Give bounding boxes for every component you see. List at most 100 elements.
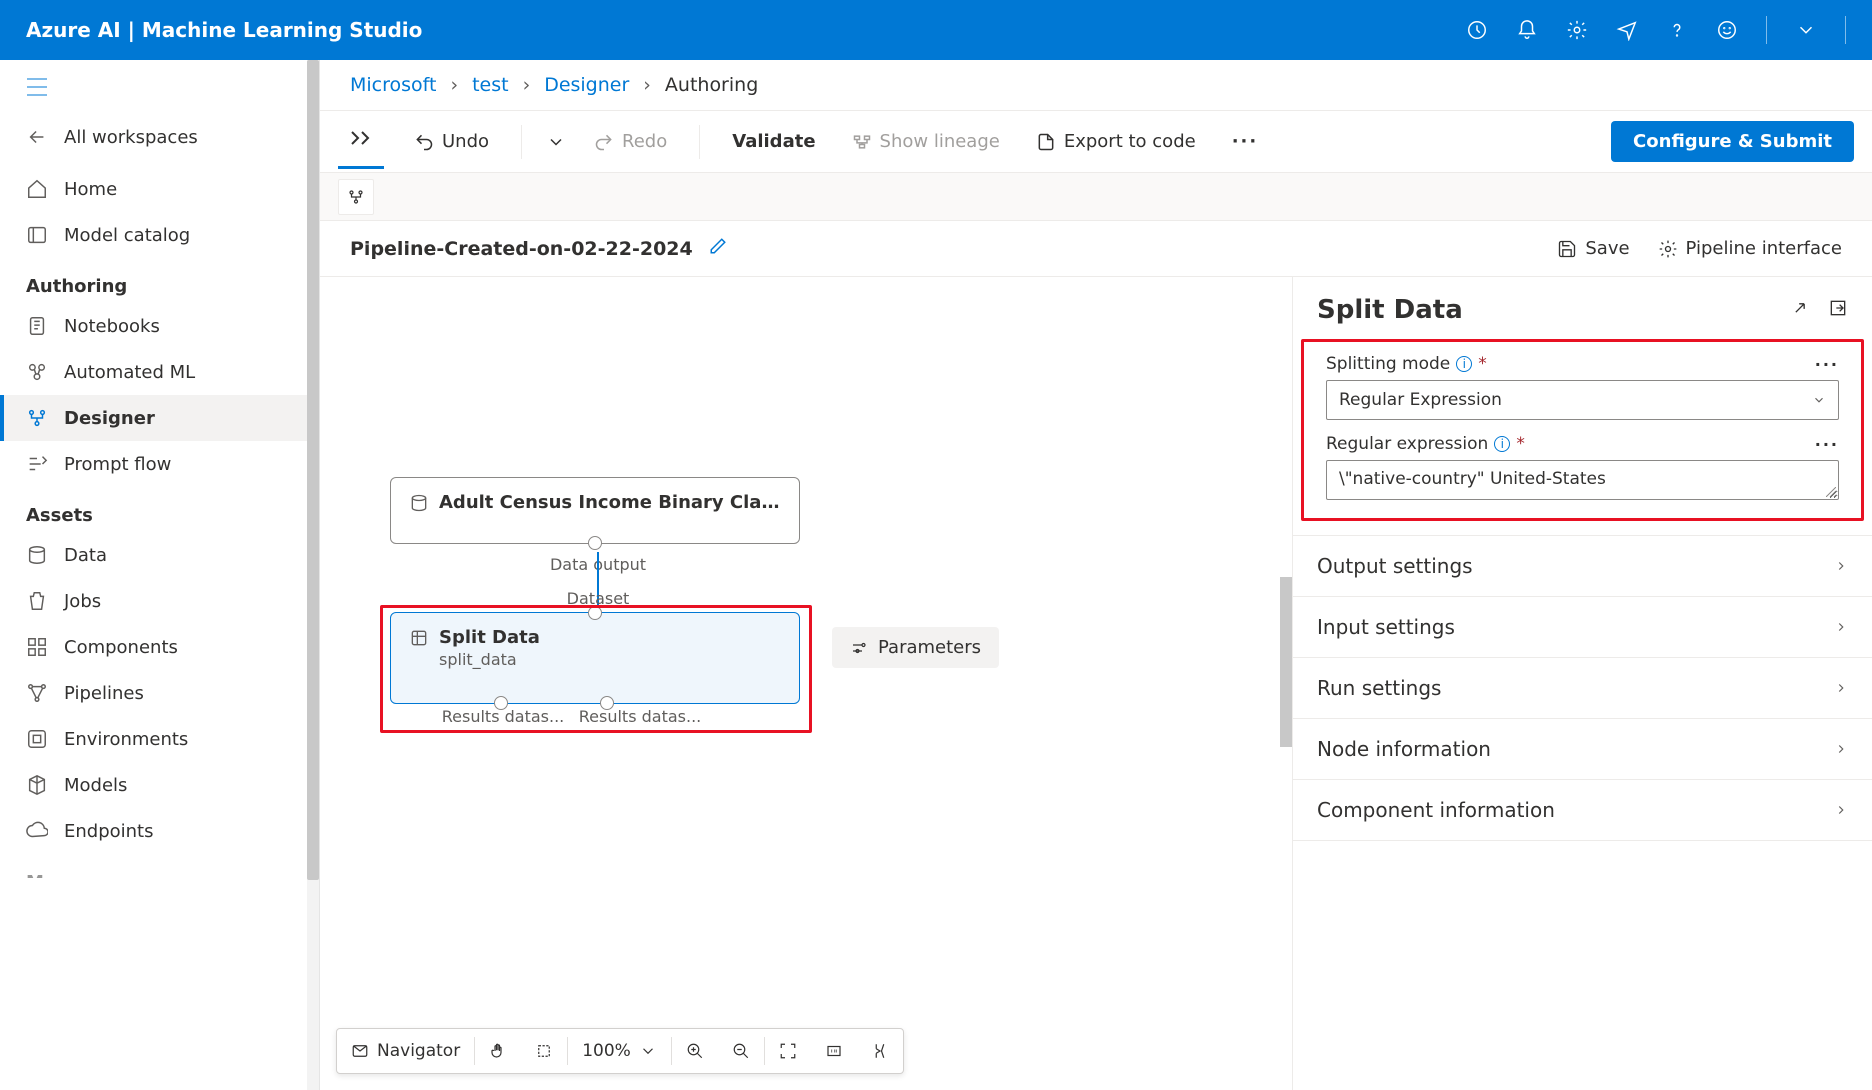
nav-designer[interactable]: Designer [0,395,319,441]
nav-environments[interactable]: Environments [0,716,319,762]
zoom-out-button[interactable] [718,1029,764,1073]
splitting-mode-select[interactable]: Regular Expression [1326,380,1839,420]
environments-icon [26,728,48,750]
fit-screen-button[interactable] [765,1029,811,1073]
show-lineage-button[interactable]: Show lineage [838,123,1014,160]
popout-panel-icon[interactable] [1828,298,1848,322]
undo-label: Undo [442,131,489,152]
save-button[interactable]: Save [1557,238,1629,259]
regex-input[interactable]: \"native-country" United-States [1326,460,1839,500]
pipeline-titlebar: Pipeline-Created-on-02-22-2024 Save Pipe… [320,221,1872,277]
graph-node-split-data[interactable]: Split Data split_data [390,612,800,704]
breadcrumb-link[interactable]: Microsoft [350,74,436,96]
export-label: Export to code [1064,131,1196,152]
toolbar: Undo Redo Validate Show lineage [320,111,1872,173]
info-icon[interactable]: i [1494,436,1510,452]
account-chevron-icon[interactable] [1795,19,1817,41]
app-title: Azure AI | Machine Learning Studio [26,18,422,42]
output-port[interactable] [588,536,602,550]
parameters-button[interactable]: Parameters [832,627,999,668]
nav-section-authoring: Authoring [0,258,319,303]
nav-all-workspaces[interactable]: All workspaces [0,114,319,160]
home-icon [26,178,48,200]
validate-button[interactable]: Validate [718,123,829,160]
export-code-button[interactable]: Export to code [1022,123,1210,160]
nav-label: Jobs [64,591,101,612]
canvas[interactable]: Adult Census Income Binary Classificatio… [320,277,1292,1090]
accordion-run-settings[interactable]: Run settings [1293,658,1872,719]
nav-data[interactable]: Data [0,532,319,578]
expand-toolbar-button[interactable] [338,114,384,169]
pipeline-interface-label: Pipeline interface [1686,238,1842,259]
regex-label: Regular expression i * [1326,434,1525,454]
notifications-icon[interactable] [1516,19,1538,41]
sidebar-scrollbar-thumb[interactable] [307,60,319,880]
nav-label: Components [64,637,178,658]
field-more-icon[interactable]: ··· [1815,355,1839,374]
nav-pipelines[interactable]: Pipelines [0,670,319,716]
nav-endpoints[interactable]: Endpoints [0,808,319,854]
edit-name-icon[interactable] [709,237,727,260]
breadcrumb: Microsoft › test › Designer › Authoring [320,60,1872,111]
nav-notebooks[interactable]: Notebooks [0,303,319,349]
accordion-input-settings[interactable]: Input settings [1293,597,1872,658]
recent-icon[interactable] [1466,19,1488,41]
pipeline-interface-button[interactable]: Pipeline interface [1658,238,1842,259]
undo-button[interactable]: Undo [400,123,503,160]
navigator-toggle[interactable]: Navigator [337,1029,474,1073]
info-icon[interactable]: i [1456,356,1472,372]
port-label: Results datas... [579,707,702,726]
canvas-scrollbar-thumb[interactable] [1280,577,1292,747]
sidebar-toggle[interactable] [0,70,319,114]
configure-submit-button[interactable]: Configure & Submit [1611,121,1854,162]
label-text: Splitting mode [1326,354,1450,374]
undo-dropdown[interactable] [540,124,572,160]
pan-tool[interactable] [475,1029,521,1073]
zoom-level[interactable]: 100% [568,1029,671,1073]
accordion-component-information[interactable]: Component information [1293,780,1872,841]
acc-label: Run settings [1317,676,1441,700]
zoom-in-button[interactable] [672,1029,718,1073]
breadcrumb-link[interactable]: test [472,74,509,96]
breadcrumb-sep: › [450,74,458,96]
panel-title: Split Data [1317,295,1463,325]
nav-automated-ml[interactable]: Automated ML [0,349,319,395]
accordion-node-information[interactable]: Node information [1293,719,1872,780]
nav-prompt-flow[interactable]: Prompt flow [0,441,319,487]
field-more-icon[interactable]: ··· [1815,435,1839,454]
help-icon[interactable] [1666,19,1688,41]
data-icon [26,544,48,566]
nav-components[interactable]: Components [0,624,319,670]
submit-label: Configure & Submit [1633,131,1832,152]
navigator-bar: Navigator 100% [336,1028,904,1074]
redo-button[interactable]: Redo [580,123,681,160]
promptflow-icon [26,453,48,475]
settings-icon[interactable] [1566,19,1588,41]
required-mark: * [1478,354,1487,374]
nav-models[interactable]: Models [0,762,319,808]
nav-jobs[interactable]: Jobs [0,578,319,624]
properties-form-highlight: Splitting mode i * ··· Regular Expressio… [1301,339,1864,521]
graph-node-dataset[interactable]: Adult Census Income Binary Classificatio… [390,477,800,544]
smile-icon[interactable] [1716,19,1738,41]
breadcrumb-link[interactable]: Designer [544,74,629,96]
feedback-icon[interactable] [1616,19,1638,41]
select-tool[interactable] [521,1029,567,1073]
nav-model-catalog[interactable]: Model catalog [0,212,319,258]
nav-label: Prompt flow [64,454,171,475]
properties-panel: Split Data Splitting mode i * ··· [1292,277,1872,1090]
actual-size-button[interactable] [811,1029,857,1073]
edge-label: Dataset [567,589,630,608]
input-port[interactable] [588,606,602,620]
acc-label: Output settings [1317,554,1473,578]
expand-panel-icon[interactable] [1790,298,1810,322]
nav-home[interactable]: Home [0,166,319,212]
graph-mode-button[interactable] [338,179,374,215]
auto-layout-button[interactable] [857,1029,903,1073]
toolbar-more-button[interactable]: ··· [1218,123,1273,160]
nav-label: Endpoints [64,821,154,842]
catalog-icon [26,224,48,246]
topbar-divider [1845,16,1846,44]
accordion-output-settings[interactable]: Output settings [1293,536,1872,597]
nav-section-manage: Manage [0,854,319,878]
